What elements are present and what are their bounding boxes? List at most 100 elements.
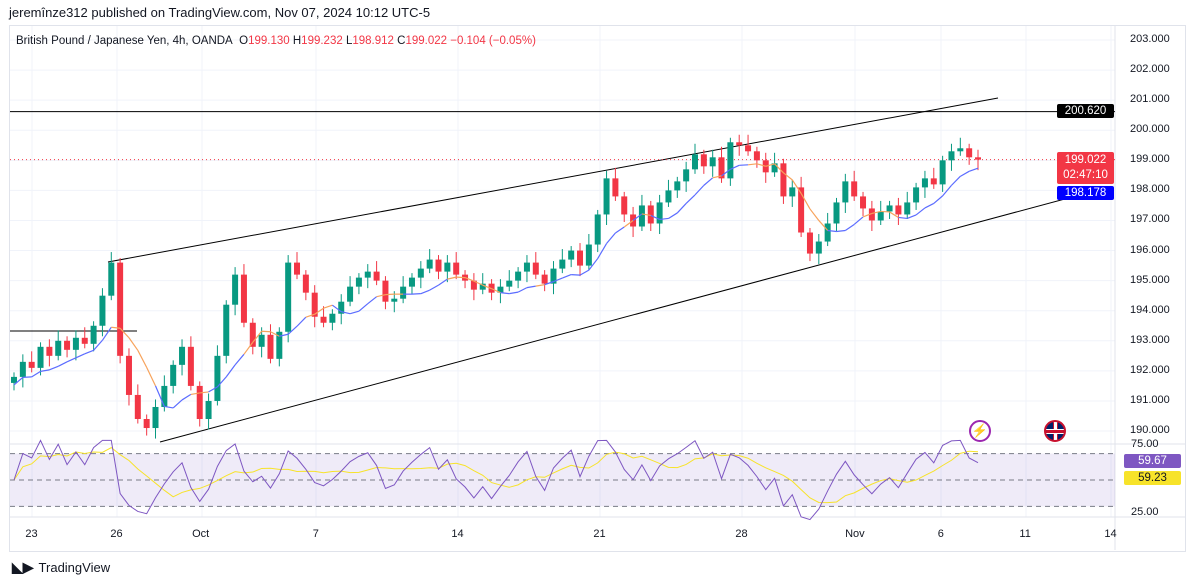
candle-body — [745, 145, 752, 152]
moving-average-segment — [517, 287, 528, 293]
candle-body — [939, 160, 946, 185]
moving-average-segment — [358, 303, 369, 312]
candle-body — [497, 286, 504, 293]
candle-body — [90, 325, 97, 344]
candle-body — [170, 364, 177, 386]
candle-body — [373, 271, 380, 281]
moving-average-segment — [951, 175, 961, 186]
price-axis-label: 194.000 — [1130, 303, 1170, 316]
moving-average-segment — [456, 276, 466, 279]
moving-average-segment — [93, 339, 103, 351]
time-axis-label: 11 — [1019, 528, 1031, 540]
candle-body — [364, 271, 371, 278]
moving-average-segment — [66, 357, 77, 363]
candle-body — [311, 292, 318, 317]
moving-average-segment — [703, 177, 714, 186]
moving-average-segment — [13, 376, 24, 386]
candle-body — [833, 202, 840, 224]
moving-average-segment — [562, 274, 572, 279]
symbol-legend: British Pound / Japanese Yen, 4h, OANDA … — [16, 35, 536, 47]
candle-body — [55, 340, 62, 356]
time-axis-label: Nov — [845, 528, 865, 540]
moving-average-segment — [721, 168, 731, 177]
time-axis-label: 14 — [1104, 528, 1117, 540]
moving-average-segment — [473, 280, 483, 286]
moving-average-segment — [341, 311, 351, 315]
moving-average-segment — [783, 172, 793, 181]
candle-body — [285, 262, 292, 332]
candle-body — [621, 196, 628, 215]
moving-average-segment — [898, 216, 908, 220]
moving-average-segment — [208, 386, 218, 393]
candle-body — [966, 148, 973, 158]
lightning-event-icon[interactable]: ⚡ — [969, 420, 991, 442]
candle-body — [240, 274, 247, 323]
candle-body — [72, 337, 79, 350]
moving-average-segment — [111, 326, 121, 329]
candle-body — [559, 259, 566, 269]
moving-average-segment — [146, 367, 157, 387]
uk-flag-icon[interactable] — [1044, 420, 1066, 442]
candle-body — [320, 316, 327, 323]
moving-average-segment — [482, 284, 492, 290]
price-axis-label: 195.000 — [1130, 273, 1170, 286]
candle-body — [134, 394, 141, 420]
moving-average-segment — [447, 276, 457, 280]
candle-body — [665, 190, 672, 203]
candle-body — [753, 151, 760, 161]
candle-body — [523, 262, 530, 272]
moving-average-segment — [606, 232, 616, 244]
candle-body — [11, 376, 17, 383]
moving-average-segment — [641, 213, 651, 217]
candle-body — [117, 262, 124, 356]
price-axis-label: 197.000 — [1130, 213, 1170, 226]
moving-average-segment — [730, 164, 740, 170]
low-label: L — [345, 35, 353, 47]
moving-average-segment — [305, 313, 315, 318]
rsi-axis-label: 25.00 — [1131, 506, 1159, 518]
moving-average-segment — [287, 325, 298, 335]
candle-body — [736, 142, 743, 146]
price-axis-label: 201.000 — [1130, 93, 1170, 106]
rsi-value-tag: 59.67 — [1124, 454, 1181, 468]
moving-average-segment — [128, 337, 139, 351]
candle-body — [930, 178, 937, 185]
moving-average-segment — [889, 211, 899, 218]
candle-body — [46, 346, 53, 356]
last-price-tag: 199.022 02:47:10 — [1057, 152, 1114, 184]
candle-body — [815, 241, 822, 254]
candle-body — [435, 259, 442, 272]
candle-body — [196, 385, 203, 420]
candle-body — [868, 208, 875, 221]
moving-average-segment — [712, 175, 722, 179]
candle-body — [214, 355, 221, 401]
moving-average-segment — [827, 229, 837, 233]
candle-body — [806, 232, 813, 254]
candle-body — [417, 268, 424, 278]
moving-average-segment — [385, 293, 395, 296]
moving-average-segment — [739, 164, 749, 166]
candle-body — [479, 283, 486, 290]
candle-body — [506, 280, 513, 287]
moving-average-segment — [216, 376, 227, 388]
moving-average-segment — [243, 341, 254, 355]
tradingview-footer[interactable]: ◣▶ TradingView — [12, 559, 110, 576]
candle-body — [37, 346, 44, 368]
moving-average-segment — [225, 364, 236, 378]
high-label: H — [292, 35, 302, 47]
change-value: −0.104 (−0.05%) — [450, 35, 536, 47]
candle-body — [674, 181, 681, 191]
moving-average-segment — [57, 361, 68, 367]
moving-average-segment — [685, 194, 696, 204]
moving-average-segment — [924, 202, 935, 209]
candle-body — [842, 181, 849, 203]
moving-average-segment — [270, 331, 280, 337]
candle-body — [400, 286, 407, 299]
candle-body — [382, 280, 389, 302]
moving-average-segment — [694, 184, 705, 196]
candle-body — [541, 274, 548, 284]
candle-body — [232, 274, 239, 305]
candle-body — [895, 205, 902, 215]
candle-body — [612, 178, 619, 197]
